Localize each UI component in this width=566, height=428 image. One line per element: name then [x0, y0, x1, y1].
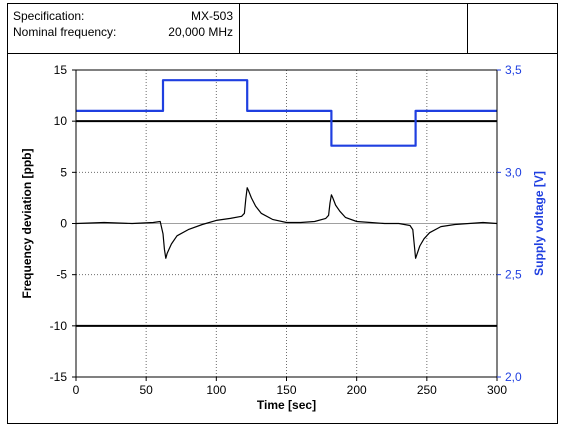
x-tick-label: 250: [417, 383, 437, 397]
spec-header: Specification: MX-503 Nominal frequency:…: [8, 4, 557, 54]
y-left-tick-label: -15: [50, 370, 68, 384]
x-axis-label: Time [sec]: [257, 398, 316, 412]
y-axis-label-right: Supply voltage [V]: [532, 171, 546, 276]
report-frame: Specification: MX-503 Nominal frequency:…: [7, 3, 558, 424]
y-right-tick-label: 3,0: [505, 165, 522, 179]
x-tick-label: 0: [73, 383, 80, 397]
tick-labels: 0 50 100 150 200 250 300151050-5-10-153,53,02,…: [50, 63, 522, 397]
spec-cell: Specification: MX-503 Nominal frequency:…: [8, 4, 240, 53]
supply-voltage-line: [76, 79, 497, 147]
x-tick-label: 200: [347, 383, 367, 397]
x-tick-label: 100: [206, 383, 226, 397]
y-left-tick-label: -10: [50, 319, 68, 333]
frequency-deviation-line: [75, 187, 498, 259]
y-axis-label-left: Frequency deviation [ppb]: [20, 148, 34, 298]
spec-label: Specification:: [13, 9, 85, 23]
y-left-tick-label: 0: [60, 217, 67, 231]
x-tick-label: 300: [487, 383, 507, 397]
limit-lines: [76, 120, 497, 327]
y-left-tick-label: 15: [54, 63, 68, 77]
y-right-tick-label: 3,5: [505, 63, 522, 77]
y-right-tick-label: 2,0: [505, 370, 522, 384]
freq-value: 20,000 MHz: [168, 25, 233, 39]
series-layer: [75, 79, 498, 259]
y-left-tick-label: 5: [60, 165, 67, 179]
y-right-tick-label: 2,5: [505, 268, 522, 282]
spec-value: MX-503: [190, 9, 233, 23]
x-tick-label: 150: [276, 383, 296, 397]
header-empty-cell: [240, 4, 468, 53]
freq-label: Nominal frequency:: [13, 25, 117, 39]
x-tick-label: 50: [139, 383, 153, 397]
y-left-tick-label: 10: [54, 114, 68, 128]
y-left-tick-label: -5: [56, 268, 67, 282]
